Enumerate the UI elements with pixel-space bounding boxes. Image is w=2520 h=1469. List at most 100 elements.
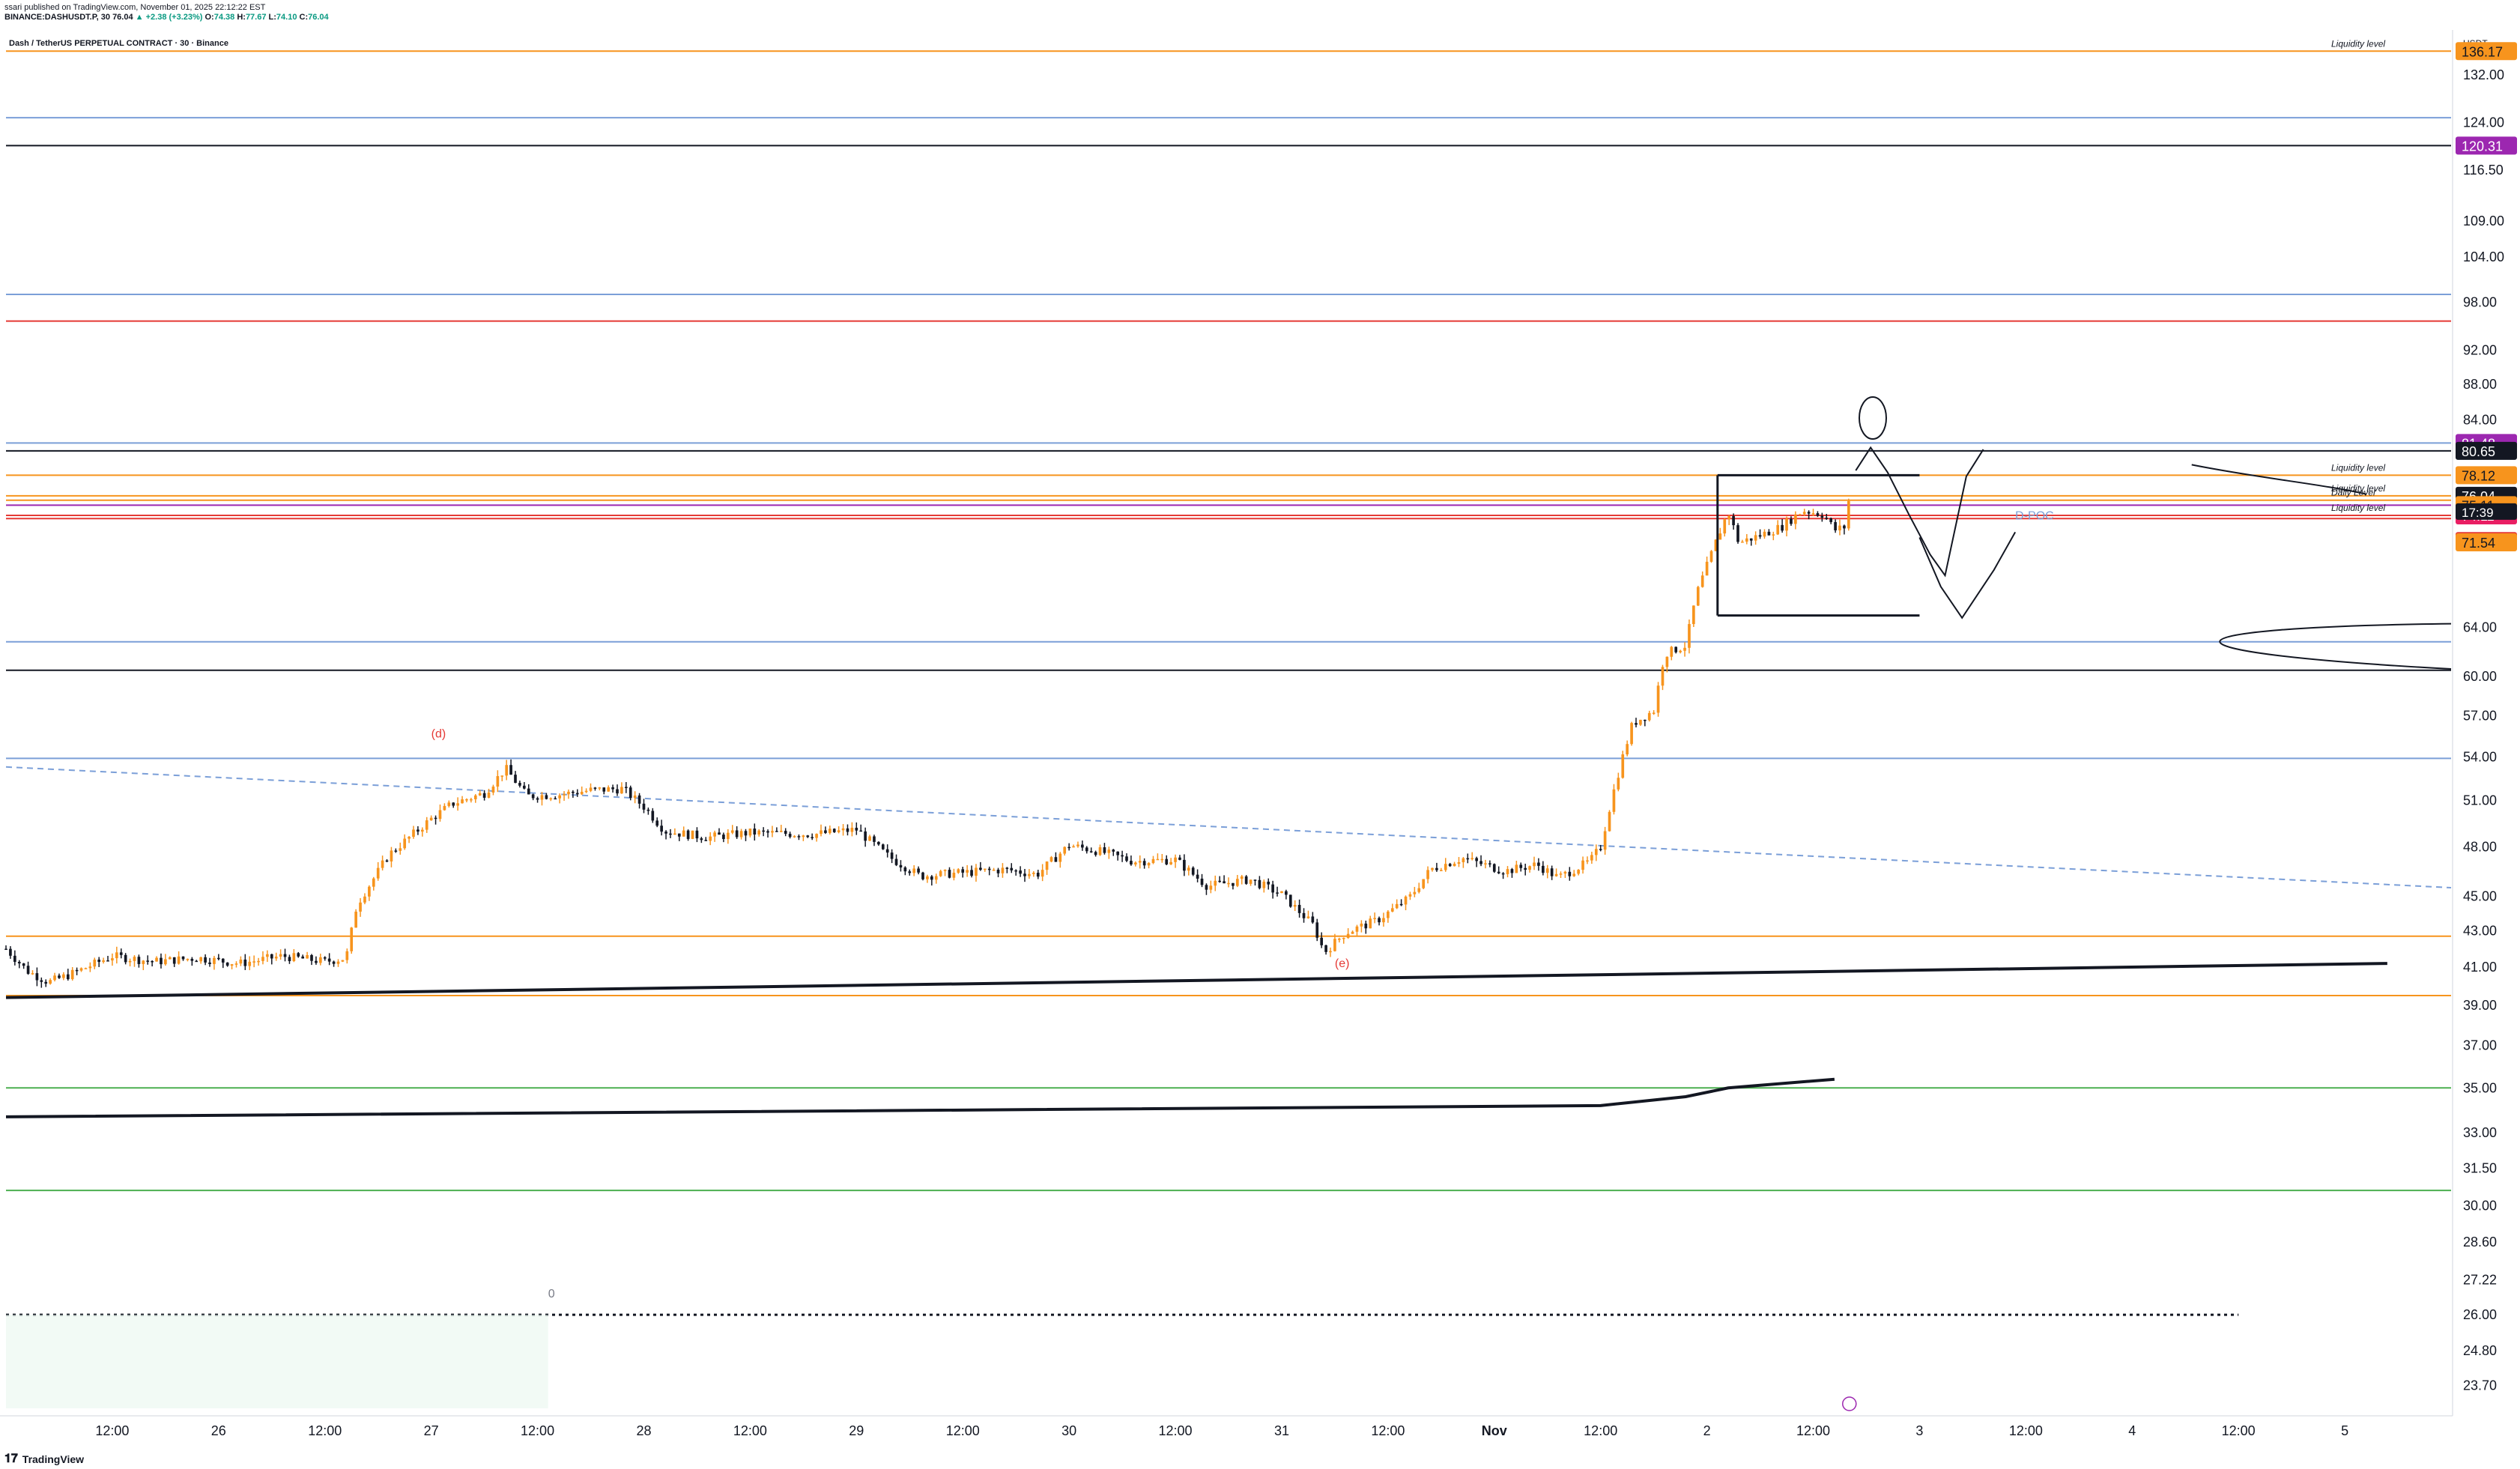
candle-body: [1058, 853, 1062, 862]
candle-body: [522, 785, 526, 789]
candle-body: [1285, 891, 1288, 895]
candle-body: [359, 902, 362, 912]
tradingview-logo[interactable]: 𝟏𝟕 TradingView: [4, 1453, 84, 1466]
candle-body: [629, 787, 632, 799]
level-label: Liquidity level: [2331, 38, 2385, 49]
candle-body: [119, 952, 123, 955]
y-tick-label: 64.00: [2463, 620, 2497, 634]
candle-body: [704, 840, 708, 841]
candle-body: [575, 793, 579, 795]
chart-header: ssari published on TradingView.com, Nove…: [4, 3, 329, 22]
y-tick-label: 26.00: [2463, 1307, 2497, 1322]
price-badge-label: 120.31: [2462, 139, 2503, 154]
candle-body: [354, 911, 357, 928]
candle-body: [766, 831, 769, 833]
candle-body: [846, 828, 849, 832]
candle-body: [1714, 539, 1718, 551]
y-tick-label: 54.00: [2463, 750, 2497, 765]
candle-body: [1125, 856, 1128, 861]
candle-body: [1324, 945, 1327, 952]
candle-body: [961, 869, 965, 873]
candle-body: [1594, 849, 1598, 855]
price-badge: [2456, 466, 2517, 485]
y-tick-label: 43.00: [2463, 924, 2497, 939]
candle-body: [1647, 712, 1651, 721]
candle-body: [616, 789, 619, 794]
candle-body: [593, 787, 597, 789]
candle-body: [1457, 861, 1461, 864]
candle-body: [1196, 874, 1199, 879]
candle-body: [1488, 863, 1491, 864]
candle-body: [1709, 551, 1713, 562]
candle-body: [1537, 862, 1540, 866]
candle-body: [1700, 575, 1704, 587]
candle-body: [611, 787, 614, 790]
candle-body: [142, 960, 145, 964]
candle-body: [1608, 811, 1611, 832]
freehand-circle: [1858, 396, 1887, 440]
x-tick-label: 29: [849, 1423, 864, 1438]
candle-body: [1413, 891, 1417, 894]
x-tick-label: 12:00: [521, 1423, 554, 1438]
candle-body: [1169, 861, 1172, 864]
candle-body: [1010, 867, 1014, 870]
candle-body: [1811, 513, 1815, 515]
symbol-line: BINANCE:DASHUSDT.P, 30 76.04 ▲ +2.38 (+3…: [4, 13, 329, 22]
level-label: Liquidity level: [2331, 483, 2385, 494]
candle-body: [84, 968, 88, 969]
candle-body: [261, 957, 264, 961]
candle-body: [465, 799, 468, 801]
candle-body: [408, 837, 411, 839]
candle-body: [1639, 719, 1642, 725]
open-value: 74.38: [213, 13, 235, 22]
y-tick-label: 28.60: [2463, 1235, 2497, 1250]
candle-body: [1426, 870, 1429, 879]
candle-body: [691, 830, 694, 839]
candle-body: [864, 831, 867, 841]
candle-body: [403, 838, 407, 849]
logo-text: TradingView: [22, 1453, 85, 1465]
trendline: [5, 1077, 1835, 1118]
candle-body: [315, 960, 318, 963]
candle-body: [230, 964, 234, 966]
candle-body: [473, 795, 477, 799]
candle-body: [514, 775, 517, 784]
candle-body: [199, 957, 203, 962]
candle-body: [1249, 879, 1253, 884]
y-tick-label: 48.00: [2463, 840, 2497, 855]
x-tick-label: 12:00: [2222, 1423, 2256, 1438]
candle-body: [443, 805, 446, 811]
candle-body: [58, 975, 61, 978]
candle-body: [128, 960, 132, 963]
candle-body: [549, 798, 553, 800]
candle-body: [44, 981, 48, 984]
y-tick-label: 35.00: [2463, 1080, 2497, 1095]
candle-body: [1223, 881, 1226, 884]
price-badge: [2456, 441, 2517, 460]
candle-body: [558, 795, 561, 799]
candle-body: [1732, 515, 1735, 526]
candle-body: [1705, 561, 1709, 576]
y-tick-label: 104.00: [2463, 249, 2504, 264]
candle-body: [288, 957, 291, 962]
candle-body: [828, 829, 832, 833]
candle-body: [996, 869, 1000, 873]
candle-body: [908, 871, 912, 873]
candle-body: [1067, 846, 1070, 849]
candle-body: [1116, 851, 1120, 855]
candle-body: [434, 817, 437, 820]
candle-body: [35, 973, 39, 981]
candle-body: [1337, 939, 1341, 940]
candle-body: [1028, 873, 1031, 876]
candle-body: [1515, 864, 1518, 873]
candle-body: [1790, 518, 1793, 524]
candle-body: [168, 957, 172, 960]
x-tick-label: Nov: [1482, 1423, 1507, 1438]
candle-body: [1776, 524, 1780, 535]
candle-body: [1630, 723, 1633, 745]
candle-body: [1404, 896, 1408, 905]
candle-body: [1497, 871, 1500, 873]
candle-body: [79, 968, 83, 971]
candle-body: [1470, 858, 1474, 859]
